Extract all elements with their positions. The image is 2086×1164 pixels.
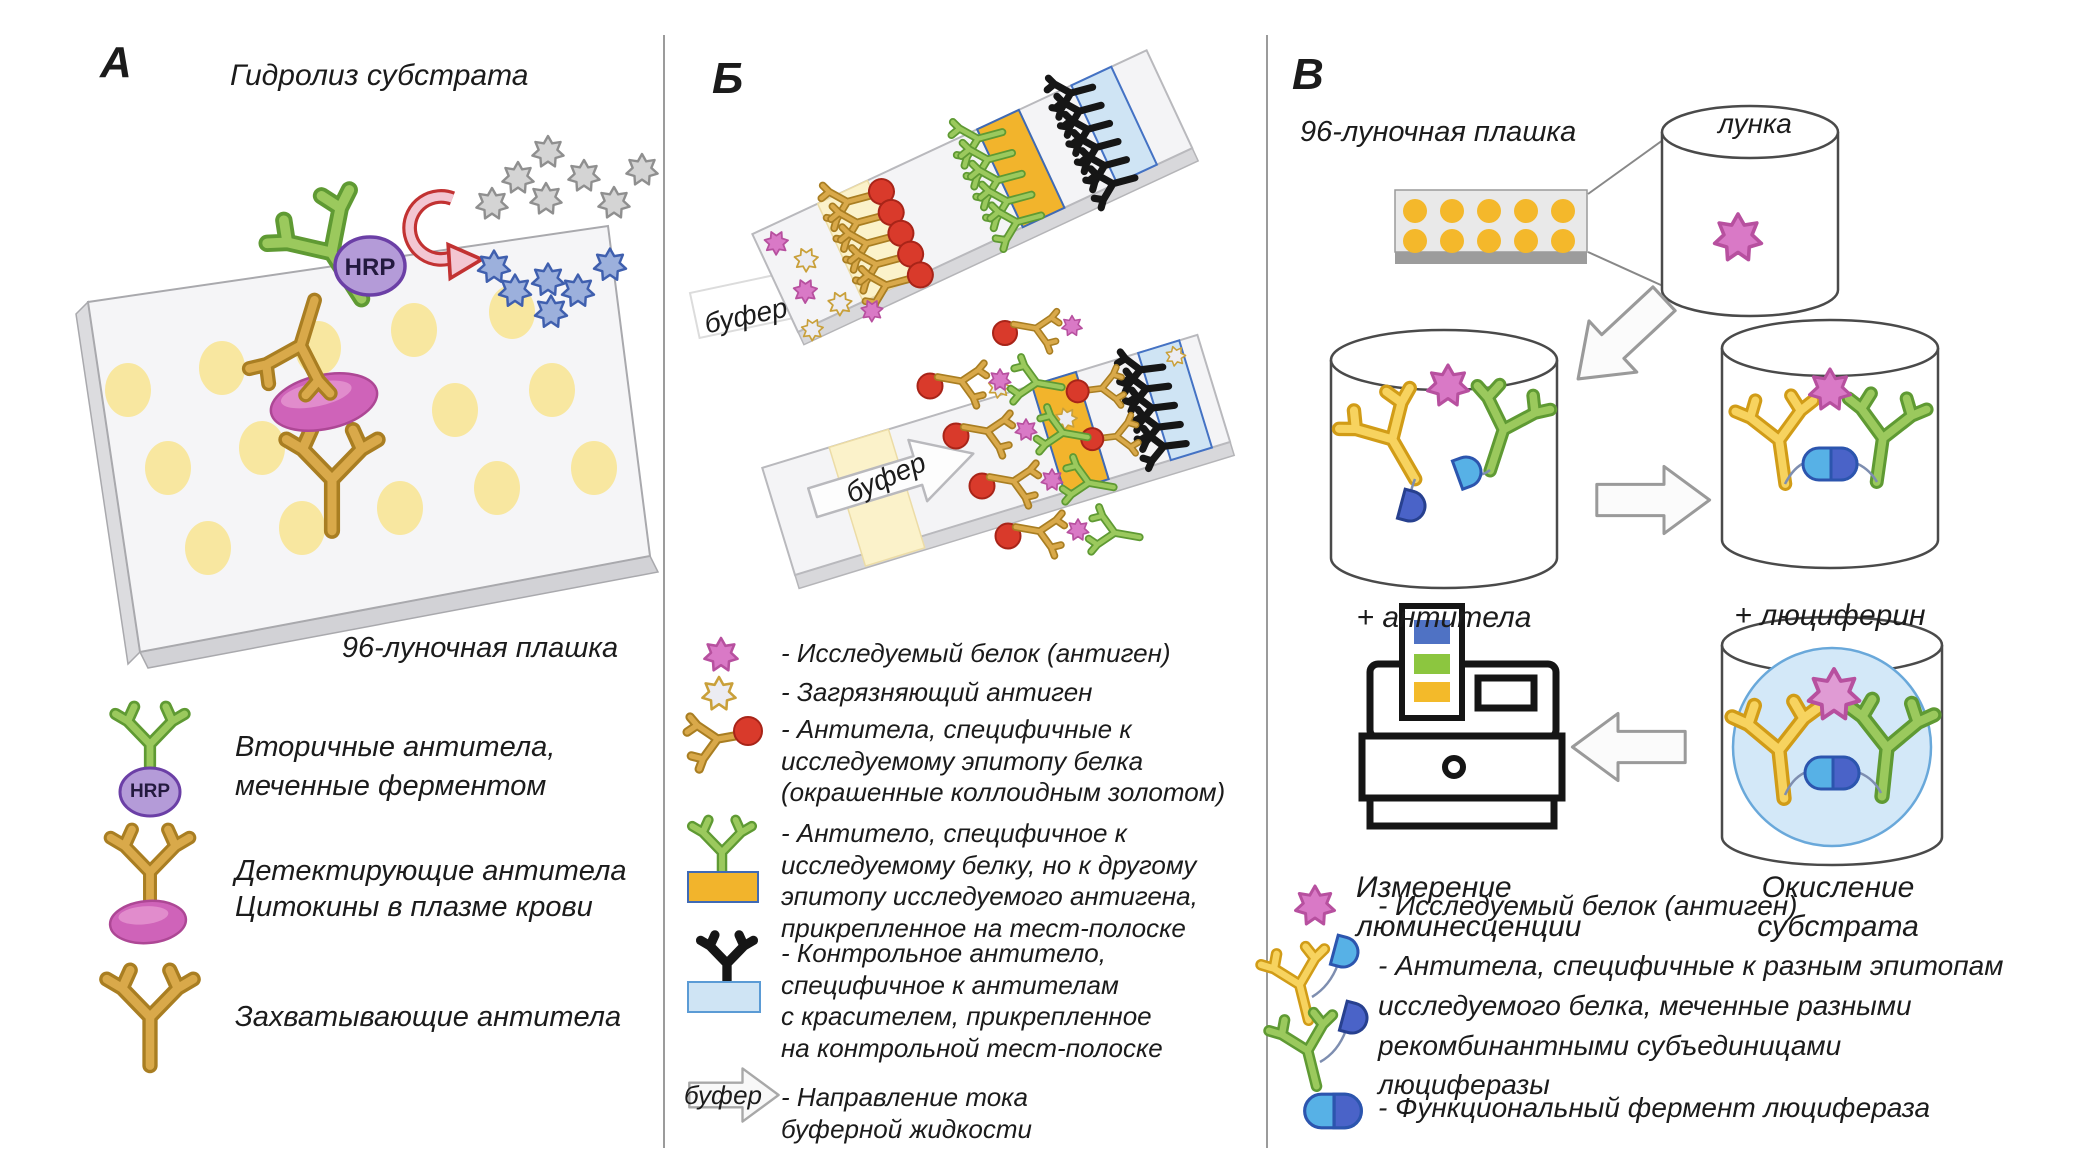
control-line-antibody-icon: [687, 935, 761, 1013]
step-antibodies-label: + антитела: [1356, 601, 1532, 634]
legend-c-subunit-antibodies: - Антитела, специфичные к разным эпитопа…: [1378, 950, 2004, 1101]
legend-b-test-line: - Антитело, специфичное к исследуемому б…: [781, 818, 1198, 944]
panel-a-plate-label: 96-луночная плашка: [341, 632, 619, 664]
legend-b-gold-conjugate: - Антитела, специфичные к исследуемому э…: [781, 714, 1226, 808]
legend-a-cytokines: Цитокины в плазме крови: [235, 891, 593, 923]
hrp-label: HRP: [344, 254, 396, 281]
luciferase-enzyme-icon: [1303, 1092, 1363, 1130]
cytokine-icon: [108, 899, 188, 945]
sandwich-complexes: [916, 304, 1144, 559]
panel-b-letter: Б: [712, 54, 744, 103]
measurement-label: Измерение люминесценции: [1356, 871, 1582, 943]
legend-a-detecting: Детектирующие антитела: [235, 855, 627, 887]
well-cylinder: [1660, 104, 1840, 318]
legend-b-contaminant: - Загрязняющий антиген: [781, 677, 1093, 707]
legend-b-antigen: - Исследуемый белок (антиген): [781, 638, 1171, 668]
legend-a-capture: Захватывающие антитела: [235, 1001, 622, 1033]
legend-a-secondary: Вторичные антитела, меченные ферментом: [235, 731, 556, 802]
test-line-antibody-icon: [688, 820, 759, 903]
panel-a-title: Гидролиз субстрата: [230, 59, 529, 92]
contaminant-star-icon: [701, 675, 737, 711]
luciferin-cylinder: [1720, 318, 1940, 570]
luciferase-subunit-antibodies-icon: [1259, 933, 1372, 1094]
legend-b-control-line: - Контрольное антитело, специфичное к ан…: [781, 938, 1163, 1064]
panel-c-letter: В: [1292, 50, 1324, 99]
antigen-star-icon: [1294, 884, 1336, 926]
legend-c-antigen: - Исследуемый белок (антиген): [1378, 890, 1798, 921]
panel-b-illustration: [685, 48, 1236, 1123]
well-plate: [1394, 189, 1588, 264]
buffer-flow-arrow-icon: [806, 438, 975, 519]
panel-c-illustration: [1259, 104, 1944, 1130]
antibodies-cylinder: [1331, 328, 1557, 590]
legend-b-flow: - Направление тока буферной жидкости: [781, 1082, 1033, 1144]
antigen-star-icon: [703, 636, 739, 672]
legend-c-luciferase: - Функциональный фермент люцифераза: [1378, 1092, 1931, 1123]
oxidation-cylinder: [1720, 615, 1944, 867]
step-luciferin-label: + люциферин: [1734, 599, 1926, 632]
luciferase-enzyme-icon: [1803, 755, 1861, 791]
test-strip-after: [761, 333, 1236, 590]
arrow-to-luciferin: [1595, 464, 1712, 536]
panel-a-illustration: [75, 134, 660, 1066]
oxidation-label: Окисление субстрата: [1757, 871, 1919, 943]
test-strip-before: [751, 48, 1200, 346]
luciferase-enzyme-icon: [1801, 446, 1859, 482]
well-label: лунка: [1718, 108, 1792, 139]
legend-b-arrow-word: буфер: [684, 1080, 762, 1110]
zoom-line-bottom: [1587, 251, 1664, 287]
zoom-line-top: [1587, 139, 1664, 195]
secondary-antibody-hrp-icon: [115, 707, 184, 818]
panel-a-letter: А: [100, 38, 132, 87]
substrate-stars: [475, 134, 659, 220]
gold-conjugate-antibody-icon: [685, 708, 763, 770]
panel-c-plate-label: 96-луночная плашка: [1300, 116, 1577, 148]
hrp-legend-label: HRP: [129, 781, 171, 802]
luminometer-icon: [1358, 603, 1566, 830]
arrow-to-luminometer: [1570, 711, 1687, 783]
gold-conjugate-row: [811, 158, 934, 320]
hrp-enzyme-icon: [333, 235, 407, 297]
capture-antibody-icon: [107, 970, 193, 1065]
